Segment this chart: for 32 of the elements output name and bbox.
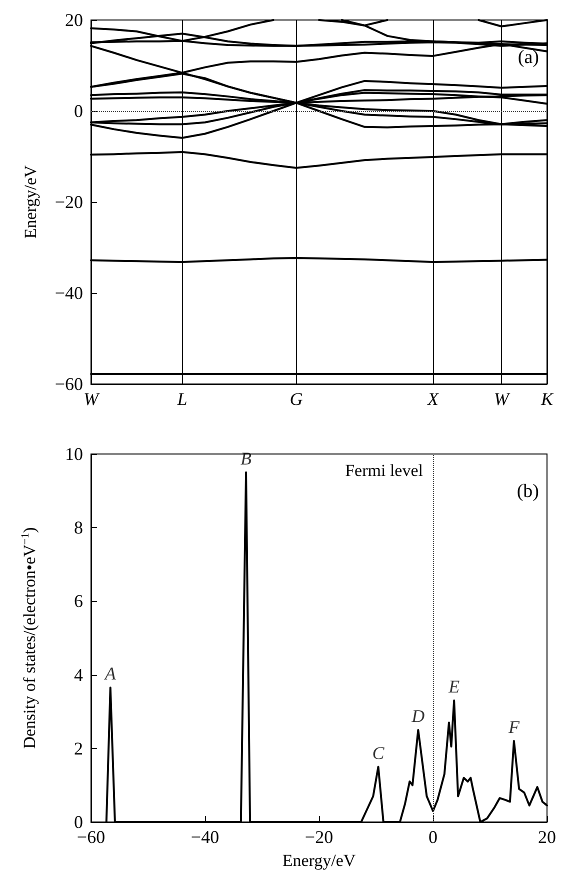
annotation: (b) bbox=[516, 481, 539, 502]
x-tick-label: −40 bbox=[190, 827, 220, 847]
x-tick-label: X bbox=[426, 389, 440, 409]
y-axis-title: Energy/eV bbox=[21, 164, 40, 239]
x-tick-label: −20 bbox=[304, 827, 334, 847]
y-tick-label: 6 bbox=[74, 591, 83, 612]
y-tick-label: 8 bbox=[74, 518, 83, 538]
x-tick-label: L bbox=[176, 389, 188, 409]
y-axis-title: Density of states/(electron•eV−1) bbox=[20, 527, 39, 749]
y-tick-label: 2 bbox=[74, 738, 83, 758]
x-tick-label: 0 bbox=[428, 827, 438, 847]
y-tick-label: 20 bbox=[65, 10, 83, 30]
x-tick-label: K bbox=[540, 389, 554, 409]
x-tick-label: W bbox=[494, 389, 511, 409]
x-tick-label: 20 bbox=[538, 827, 556, 847]
y-tick-label: −20 bbox=[54, 192, 83, 212]
annotation: F bbox=[507, 717, 520, 738]
y-tick-label: 0 bbox=[74, 812, 83, 832]
ref-line-label: Fermi level bbox=[345, 461, 424, 480]
y-tick-label: 0 bbox=[74, 101, 83, 121]
annotation: C bbox=[372, 742, 386, 763]
x-tick-label: G bbox=[290, 389, 303, 409]
annotation: (a) bbox=[518, 47, 540, 68]
y-tick-label: −40 bbox=[54, 283, 83, 303]
x-axis-title: Energy/eV bbox=[282, 851, 356, 870]
annotation: D bbox=[410, 706, 425, 726]
x-tick-label: W bbox=[84, 389, 100, 409]
y-tick-label: −60 bbox=[54, 374, 83, 394]
annotation: E bbox=[448, 676, 460, 697]
y-tick-label: 10 bbox=[65, 444, 83, 464]
y-tick-label: 4 bbox=[74, 664, 83, 685]
annotation: A bbox=[104, 664, 117, 684]
